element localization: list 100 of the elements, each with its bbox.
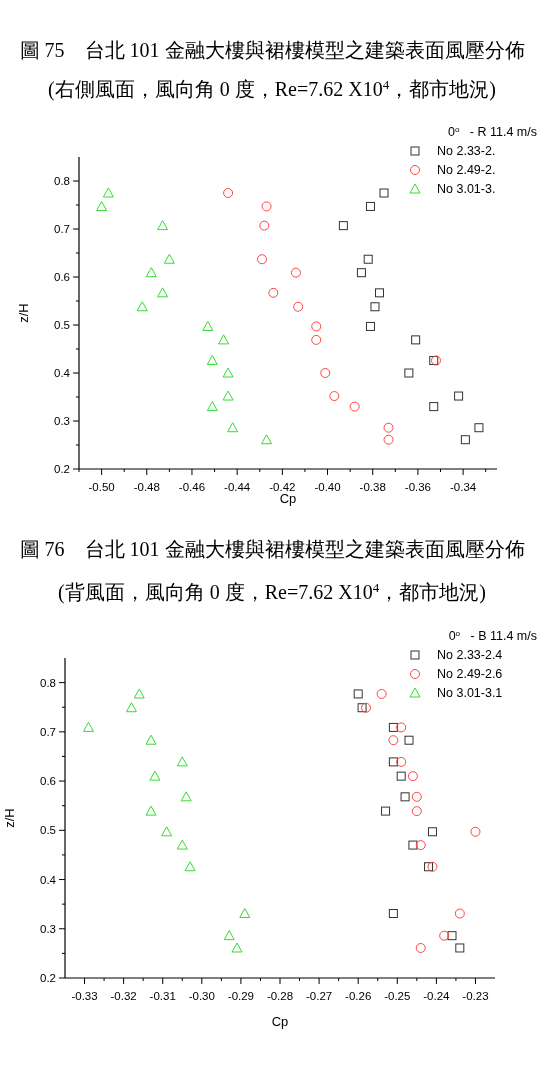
point bbox=[388, 722, 398, 732]
point bbox=[388, 909, 398, 919]
text: 0$^{o}$ - R 11.4 m/s bbox=[447, 124, 537, 139]
point bbox=[96, 200, 108, 211]
y-tick-label: 0.2 bbox=[40, 972, 56, 984]
point bbox=[290, 267, 301, 278]
point bbox=[184, 861, 196, 872]
point bbox=[136, 301, 148, 312]
point bbox=[455, 943, 465, 953]
x-tick-label: -0.29 bbox=[227, 990, 255, 1002]
x-tick-label: -0.32 bbox=[110, 990, 137, 1002]
point bbox=[383, 434, 394, 445]
point bbox=[460, 435, 470, 445]
point bbox=[365, 321, 375, 331]
x-axis-title: Cp bbox=[279, 491, 297, 506]
point bbox=[180, 791, 192, 802]
x-tick-label: -0.38 bbox=[359, 481, 386, 493]
point bbox=[261, 434, 273, 445]
point bbox=[424, 862, 434, 872]
point bbox=[375, 288, 385, 298]
point bbox=[311, 334, 322, 345]
point bbox=[427, 861, 438, 872]
x-tick-label: -0.50 bbox=[88, 481, 115, 493]
point bbox=[329, 391, 340, 402]
point bbox=[125, 702, 137, 713]
point bbox=[202, 320, 214, 331]
point bbox=[82, 721, 94, 732]
y-tick-label: 0.5 bbox=[40, 824, 56, 837]
point bbox=[176, 839, 188, 850]
point bbox=[404, 735, 414, 745]
y-tick-label: 0.8 bbox=[54, 175, 70, 187]
y-tick-label: 0.5 bbox=[54, 319, 70, 331]
point bbox=[470, 826, 481, 837]
point bbox=[361, 702, 371, 713]
point bbox=[415, 840, 426, 851]
point bbox=[404, 368, 414, 378]
y-tick-label: 0.3 bbox=[40, 922, 56, 935]
x-tick-label: -0.27 bbox=[305, 990, 333, 1002]
x-tick-label: -0.42 bbox=[269, 481, 296, 493]
x-tick-label: -0.25 bbox=[384, 990, 411, 1002]
x-axis-title: Cp bbox=[271, 1014, 289, 1029]
legend-label: No 2.49-2.6 bbox=[437, 667, 503, 681]
x-tick-label: -0.30 bbox=[188, 990, 215, 1002]
point bbox=[338, 221, 348, 231]
y-axis-title: z/H bbox=[16, 303, 31, 323]
point bbox=[320, 368, 331, 378]
x-tick-label: -0.23 bbox=[462, 990, 489, 1002]
point bbox=[454, 391, 464, 401]
point bbox=[379, 188, 389, 198]
y-tick-label: 0.2 bbox=[54, 463, 70, 475]
point bbox=[163, 253, 175, 264]
chart-subtitle: (右側風面，風向角 0 度，Re=7.62 X10$^{4}$，都市地況) bbox=[48, 76, 496, 101]
point bbox=[157, 220, 169, 231]
point bbox=[239, 908, 251, 919]
point bbox=[223, 188, 234, 198]
point bbox=[376, 688, 387, 699]
x-tick-label: -0.34 bbox=[450, 481, 477, 493]
point bbox=[176, 756, 188, 767]
point bbox=[161, 826, 173, 837]
x-tick-label: -0.31 bbox=[149, 990, 176, 1002]
point bbox=[429, 402, 439, 412]
y-tick-label: 0.4 bbox=[40, 873, 57, 886]
point bbox=[381, 806, 391, 816]
point bbox=[356, 268, 366, 278]
x-tick-label: -0.40 bbox=[314, 481, 341, 493]
point bbox=[222, 367, 234, 378]
y-tick-label: 0.6 bbox=[40, 775, 56, 788]
point bbox=[427, 827, 437, 837]
point bbox=[222, 390, 234, 401]
point bbox=[268, 287, 279, 298]
y-tick-label: 0.7 bbox=[54, 223, 70, 235]
point bbox=[411, 791, 422, 802]
legend-label: No 2.33-2.4 bbox=[437, 648, 503, 662]
point bbox=[439, 930, 450, 941]
y-tick-label: 0.7 bbox=[40, 725, 56, 738]
point bbox=[102, 187, 114, 198]
text: 0$^{o}$ - B 11.4 m/s bbox=[448, 628, 537, 643]
x-tick-label: -0.48 bbox=[133, 481, 160, 493]
point bbox=[365, 201, 375, 211]
point bbox=[370, 302, 380, 312]
point bbox=[411, 806, 422, 817]
chart-title: 圖 76 台北 101 金融大樓與裙樓模型之建築表面風壓分佈 bbox=[19, 538, 525, 560]
point bbox=[133, 688, 145, 699]
chart-title: 圖 75 台北 101 金融大樓與裙樓模型之建築表面風壓分佈 bbox=[19, 39, 525, 61]
point bbox=[259, 220, 270, 231]
point bbox=[231, 942, 243, 953]
point bbox=[383, 422, 394, 433]
y-tick-label: 0.8 bbox=[40, 676, 56, 689]
point bbox=[447, 931, 457, 941]
point bbox=[311, 321, 322, 332]
y-axis-title: z/H bbox=[2, 808, 17, 828]
point bbox=[145, 267, 157, 278]
point bbox=[145, 734, 157, 745]
point bbox=[411, 335, 421, 345]
point bbox=[407, 771, 418, 782]
legend-label: No 2.49-2. bbox=[437, 163, 496, 177]
y-tick-label: 0.6 bbox=[54, 271, 70, 283]
point bbox=[145, 805, 157, 816]
x-tick-label: -0.36 bbox=[404, 481, 432, 493]
point bbox=[227, 422, 239, 433]
